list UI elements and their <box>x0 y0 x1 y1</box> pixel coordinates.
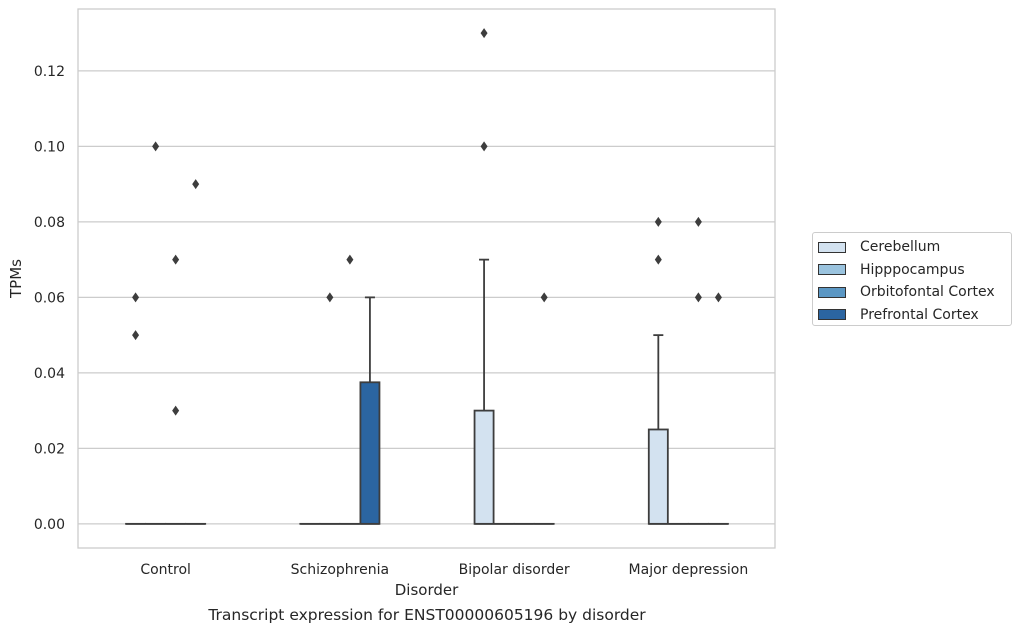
y-tick-label: 0.08 <box>34 215 65 231</box>
outlier-point <box>654 216 662 227</box>
box <box>473 409 495 525</box>
y-tick-label: 0.04 <box>34 366 65 382</box>
x-tick-labels: Control Schizophrenia Bipolar disorder Majo… <box>140 562 748 578</box>
legend-item-orbitofrontal-cortex: Orbitofontal Cortex <box>818 281 1011 304</box>
y-tick-label: 0.12 <box>34 64 65 80</box>
outlier-point <box>654 254 662 265</box>
legend-item-hippocampus: Hipppocampus <box>818 259 1011 282</box>
legend-label: Prefrontal Cortex <box>860 306 979 323</box>
y-tick-label: 0.00 <box>34 517 65 533</box>
y-tick-labels: 0.00 0.02 0.04 0.06 0.08 0.10 0.12 <box>34 64 65 533</box>
legend: Cerebellum Hipppocampus Orbitofontal Cor… <box>812 232 1012 326</box>
legend-swatch-orbitofrontal-cortex <box>818 286 846 298</box>
legend-label: Cerebellum <box>860 239 941 256</box>
legend-swatch-hippocampus <box>818 264 846 276</box>
outlier-point <box>172 254 180 265</box>
outlier-point <box>132 292 140 303</box>
plot-area-frame <box>77 8 776 549</box>
x-axis-title: Disorder <box>395 581 459 599</box>
outlier-point <box>152 141 160 152</box>
y-axis-title: TPMs <box>7 259 25 299</box>
outlier-point <box>480 141 488 152</box>
grid-lines <box>78 70 775 525</box>
outlier-point <box>172 405 180 416</box>
legend-label: Hipppocampus <box>860 261 965 278</box>
outlier-point <box>714 292 722 303</box>
legend-swatch-prefrontal-cortex <box>818 309 846 321</box>
outlier-point <box>480 28 488 39</box>
chart-caption: Transcript expression for ENST0000060519… <box>208 606 646 624</box>
outlier-point <box>132 330 140 341</box>
outlier-point <box>694 216 702 227</box>
x-tick-label: Schizophrenia <box>291 562 389 578</box>
y-tick-label: 0.06 <box>34 290 65 306</box>
outlier-point <box>326 292 334 303</box>
x-tick-label: Control <box>140 562 191 578</box>
x-tick-label: Major depression <box>629 562 749 578</box>
legend-label: Orbitofontal Cortex <box>860 284 995 301</box>
box <box>359 381 381 525</box>
x-tick-label: Bipolar disorder <box>459 562 570 578</box>
legend-item-cerebellum: Cerebellum <box>818 236 1011 259</box>
outlier-point <box>540 292 548 303</box>
legend-item-prefrontal-cortex: Prefrontal Cortex <box>818 304 1011 327</box>
y-tick-label: 0.02 <box>34 441 65 457</box>
y-tick-label: 0.10 <box>34 139 65 155</box>
outlier-point <box>346 254 354 265</box>
outlier-point <box>694 292 702 303</box>
legend-swatch-cerebellum <box>818 241 846 253</box>
box-series-layer <box>125 28 729 525</box>
outlier-point <box>192 179 200 190</box>
box <box>647 428 669 525</box>
